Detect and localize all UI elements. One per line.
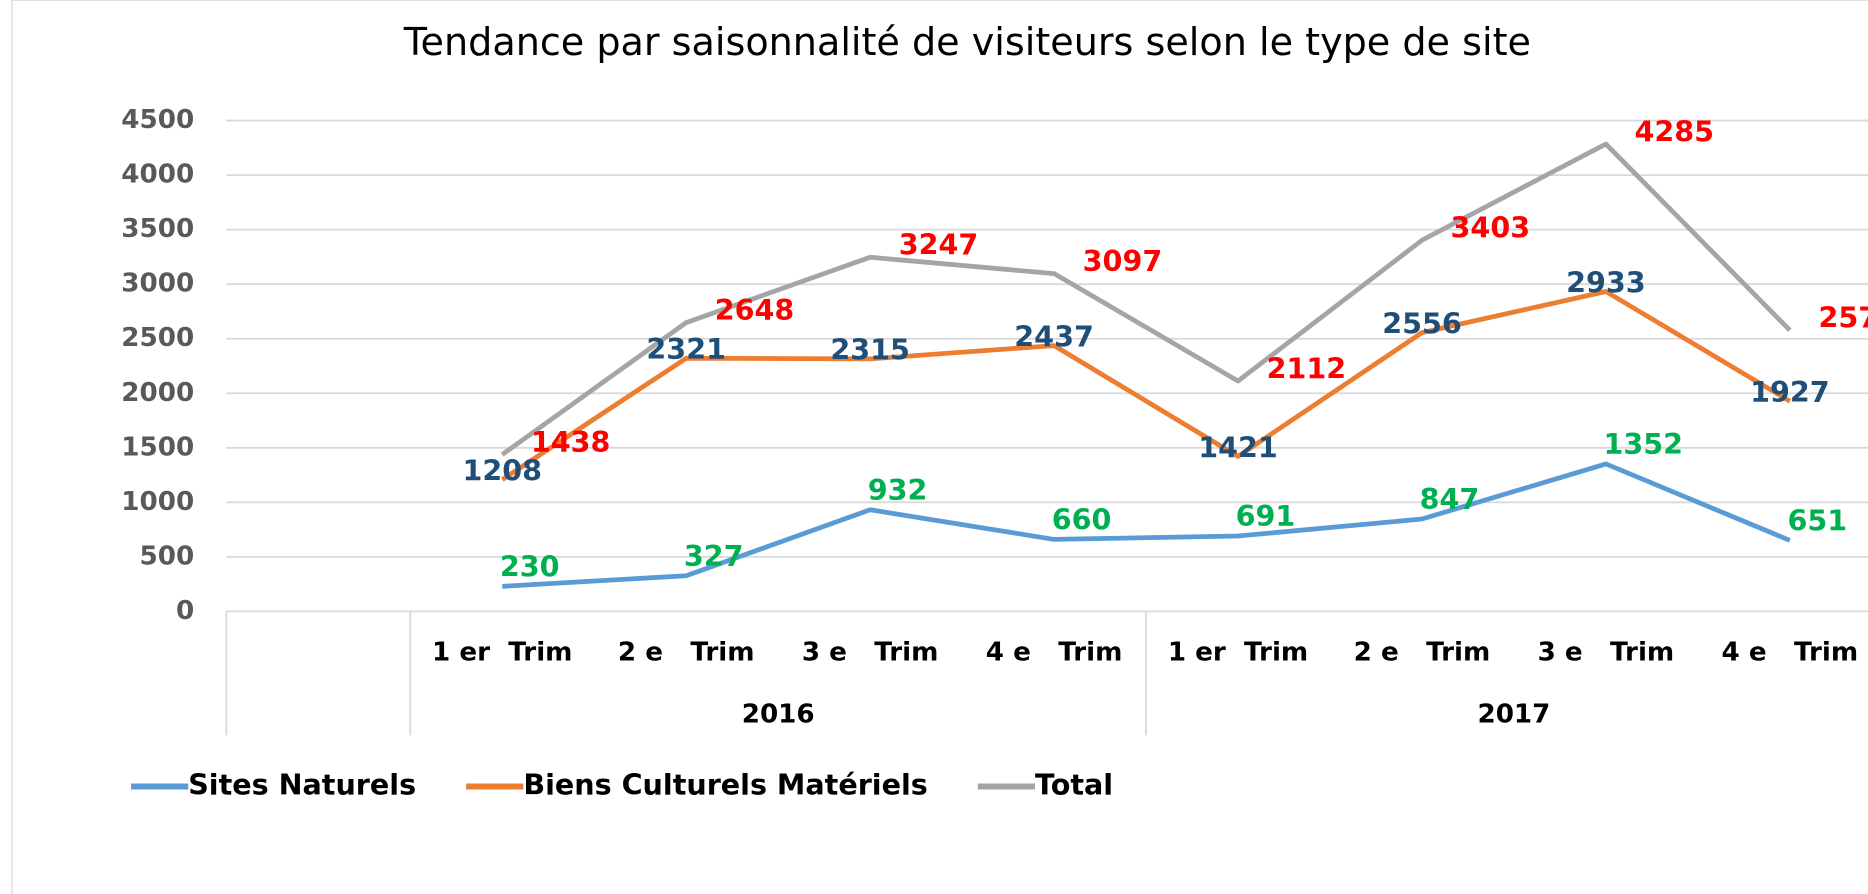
data-label: 3097: [1083, 244, 1163, 278]
data-label: 2315: [830, 333, 910, 367]
data-label: 847: [1420, 482, 1480, 516]
data-label: 2321: [646, 332, 726, 366]
data-label: 3247: [899, 228, 979, 262]
data-label: 1208: [462, 453, 542, 487]
data-label: 2933: [1566, 265, 1646, 299]
y-tick-label: 0: [176, 596, 194, 626]
x-tick-label: 4 e Trim: [986, 638, 1123, 668]
x-tick-label: 4 e Trim: [1722, 638, 1859, 668]
y-tick-label: 3000: [121, 269, 194, 299]
data-label: 2556: [1382, 306, 1462, 340]
x-tick-label: 1 er Trim: [1168, 638, 1308, 668]
legend-label: Sites Naturels: [188, 768, 416, 802]
x-tick-label: 1 er Trim: [432, 638, 572, 668]
data-label: 1927: [1750, 375, 1830, 409]
data-label: 230: [500, 549, 560, 583]
y-tick-label: 1000: [121, 487, 194, 517]
data-label: 651: [1787, 504, 1847, 538]
x-tick-label: 2 e Trim: [618, 638, 755, 668]
series-line: [500, 141, 1792, 457]
legend-label: Total: [1035, 768, 1113, 802]
data-label: 660: [1052, 503, 1112, 537]
data-label: 2437: [1014, 319, 1094, 353]
x-tick-label: 2 e Trim: [1354, 638, 1491, 668]
data-label: 3403: [1451, 211, 1531, 245]
data-label: 932: [868, 473, 928, 507]
data-label: 1352: [1604, 427, 1684, 461]
group-label: 2016: [742, 700, 815, 730]
legend-label: Biens Culturels Matériels: [523, 768, 927, 802]
data-label: 2112: [1267, 351, 1347, 385]
data-label: 2648: [715, 293, 795, 327]
x-tick-label: 3 e Trim: [802, 638, 939, 668]
y-tick-label: 4000: [121, 160, 194, 190]
series-line: [500, 289, 1792, 482]
data-label: 2578: [1818, 300, 1868, 334]
data-label: 1421: [1198, 430, 1278, 464]
x-tick-label: 3 e Trim: [1538, 638, 1675, 668]
y-tick-label: 4500: [121, 105, 194, 135]
data-label: 1438: [531, 425, 611, 459]
chart-title: Tendance par saisonnalité de visiteurs s…: [403, 20, 1531, 64]
data-label: 4285: [1635, 114, 1715, 148]
y-tick-label: 2000: [121, 378, 194, 408]
data-label: 327: [684, 539, 744, 573]
y-tick-label: 2500: [121, 323, 194, 353]
series-line: [502, 461, 1791, 589]
y-tick-label: 1500: [121, 432, 194, 462]
y-tick-label: 3500: [121, 214, 194, 244]
data-label: 691: [1236, 499, 1296, 533]
group-label: 2017: [1477, 700, 1550, 730]
y-tick-label: 500: [140, 541, 195, 571]
